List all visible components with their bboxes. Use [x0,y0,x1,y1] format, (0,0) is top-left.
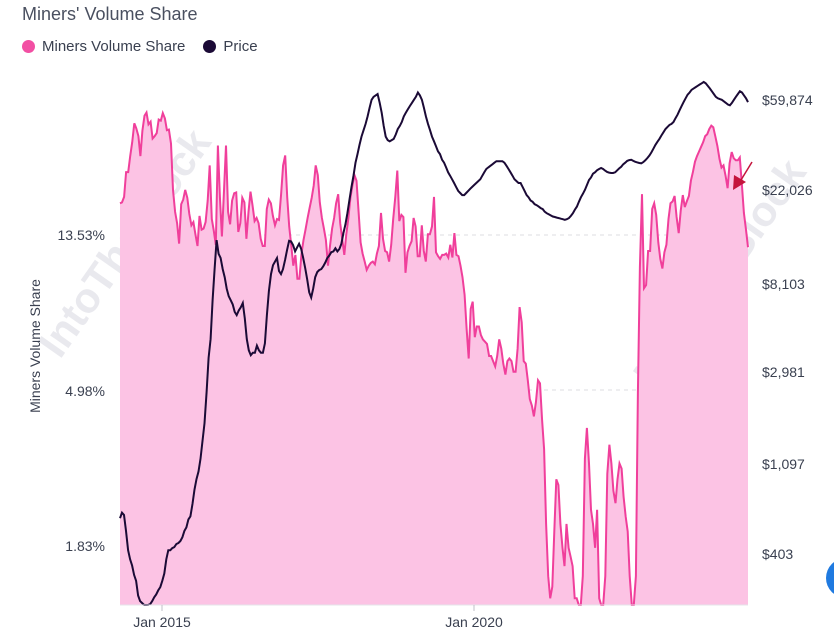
miners-volume-share-line [119,109,749,606]
chart-legend: Miners Volume Share Price [22,38,276,55]
chat-widget-button[interactable] [826,558,834,598]
y-right-tick: $403 [762,546,793,562]
annotation-arrow-head [733,175,746,190]
y-axis-right-ticks: $59,874 $22,026 $8,103 $2,981 $1,097 $40… [762,92,813,562]
x-tick-jan-2020: Jan 2020 [445,614,503,630]
x-tick-jan-2015: Jan 2015 [133,614,191,630]
y-axis-left-ticks: 13.53% 4.98% 1.83% [58,227,105,554]
y-right-tick: $2,981 [762,364,805,380]
legend-item-price[interactable]: Price [203,38,258,55]
y-left-tick: 4.98% [65,383,105,399]
y-left-tick: 1.83% [65,538,105,554]
legend-item-miners-volume-share[interactable]: Miners Volume Share [22,38,185,55]
annotation-arrow [733,161,753,190]
legend-dot-miners-volume-share [22,40,35,53]
legend-label-price: Price [223,38,258,55]
chart-title: Miners' Volume Share [22,4,198,24]
y-left-tick: 13.53% [58,227,105,243]
annotation-arrow-shaft [740,161,753,181]
x-axis-ticks: Jan 2015 Jan 2020 [133,614,503,630]
legend-label-miners-volume-share: Miners Volume Share [42,38,186,55]
y-right-tick: $22,026 [762,182,813,198]
y-right-tick: $8,103 [762,276,805,292]
y-right-tick: $1,097 [762,456,805,472]
legend-dot-price [203,40,217,53]
volume-area-group [119,109,749,606]
price-line [119,80,749,606]
y-axis-title: Miners Volume Share [27,279,43,413]
miners-volume-share-area [120,112,748,605]
y-right-tick: $59,874 [762,92,813,108]
